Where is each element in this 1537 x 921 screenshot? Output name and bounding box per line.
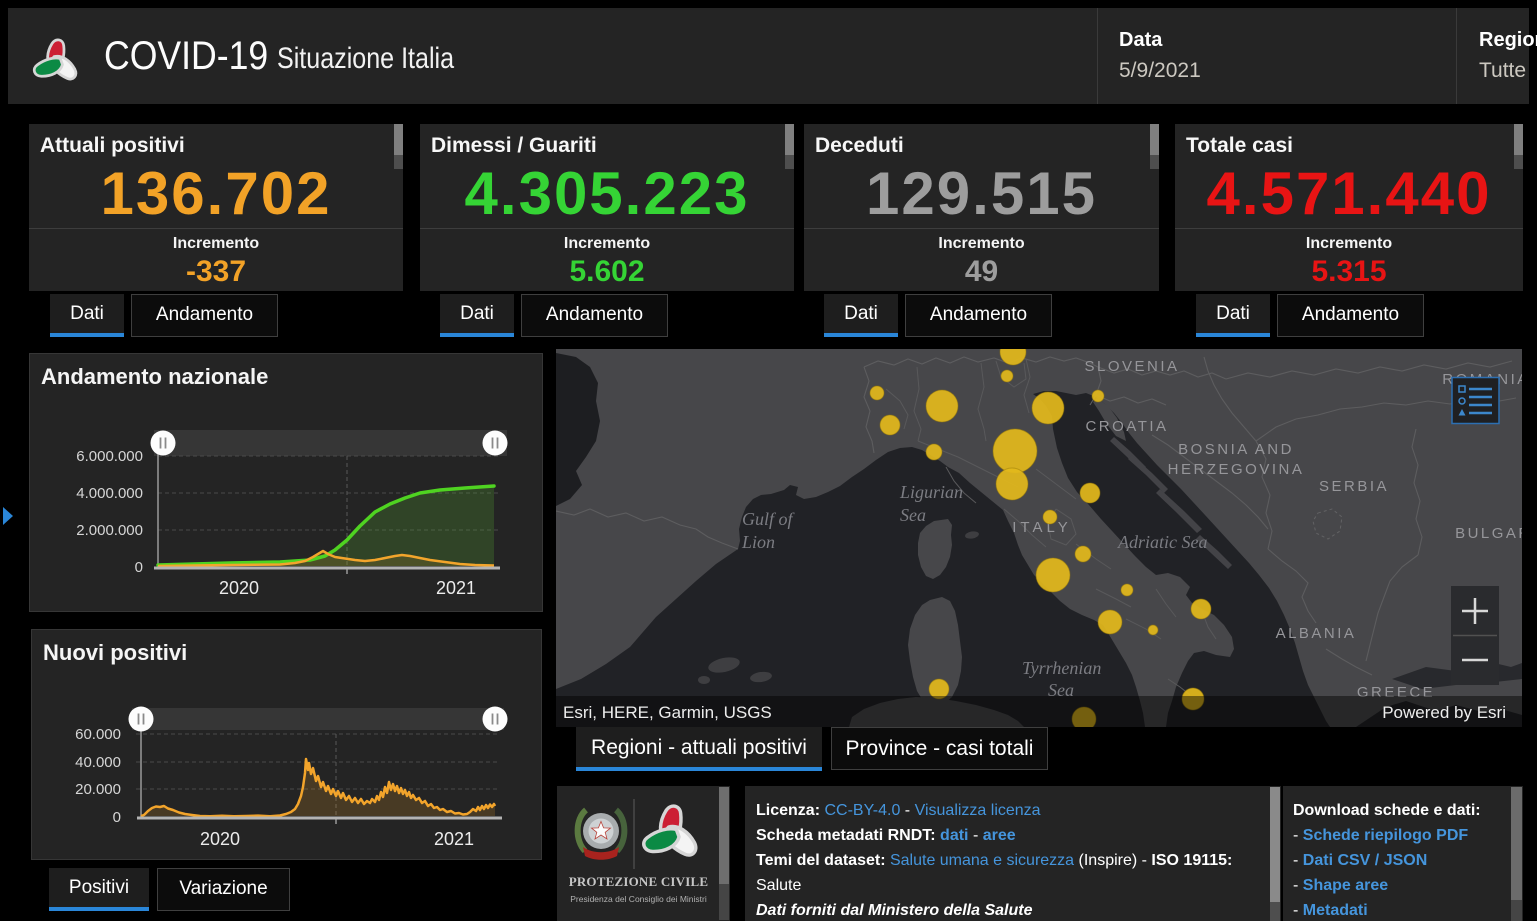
svg-text:Gulf of: Gulf of — [742, 509, 796, 529]
svg-text:2020: 2020 — [200, 829, 240, 849]
svg-text:Esri, HERE, Garmin, USGS: Esri, HERE, Garmin, USGS — [563, 703, 772, 722]
svg-text:2.000.000: 2.000.000 — [76, 522, 143, 539]
svg-text:Sea: Sea — [1048, 680, 1074, 700]
svg-text:2021: 2021 — [434, 829, 474, 849]
svg-text:GREECE: GREECE — [1357, 684, 1435, 701]
svg-text:CROATIA: CROATIA — [1085, 418, 1168, 435]
svg-text:SLOVENIA: SLOVENIA — [1084, 358, 1179, 375]
svg-text:BULGARIA: BULGARIA — [1455, 525, 1522, 542]
svg-text:0: 0 — [113, 809, 121, 826]
svg-text:HERZEGOVINA: HERZEGOVINA — [1168, 461, 1305, 478]
svg-text:BOSNIA AND: BOSNIA AND — [1178, 441, 1294, 458]
svg-text:SERBIA: SERBIA — [1319, 478, 1389, 495]
svg-text:60.000: 60.000 — [75, 726, 121, 743]
svg-text:Tyrrhenian: Tyrrhenian — [1022, 658, 1101, 678]
svg-text:20.000: 20.000 — [75, 781, 121, 798]
svg-text:Ligurian: Ligurian — [899, 482, 963, 502]
svg-text:0: 0 — [135, 559, 143, 576]
svg-text:2021: 2021 — [436, 578, 476, 598]
svg-text:40.000: 40.000 — [75, 754, 121, 771]
svg-text:ALBANIA: ALBANIA — [1276, 625, 1357, 642]
svg-text:4.000.000: 4.000.000 — [76, 485, 143, 502]
svg-text:2020: 2020 — [219, 578, 259, 598]
svg-text:6.000.000: 6.000.000 — [76, 448, 143, 465]
svg-text:Sea: Sea — [900, 505, 926, 525]
svg-text:Lion: Lion — [741, 532, 775, 552]
svg-text:Adriatic Sea: Adriatic Sea — [1117, 532, 1207, 552]
svg-text:Powered by Esri: Powered by Esri — [1382, 703, 1506, 722]
svg-text:ITALY: ITALY — [1012, 519, 1071, 536]
